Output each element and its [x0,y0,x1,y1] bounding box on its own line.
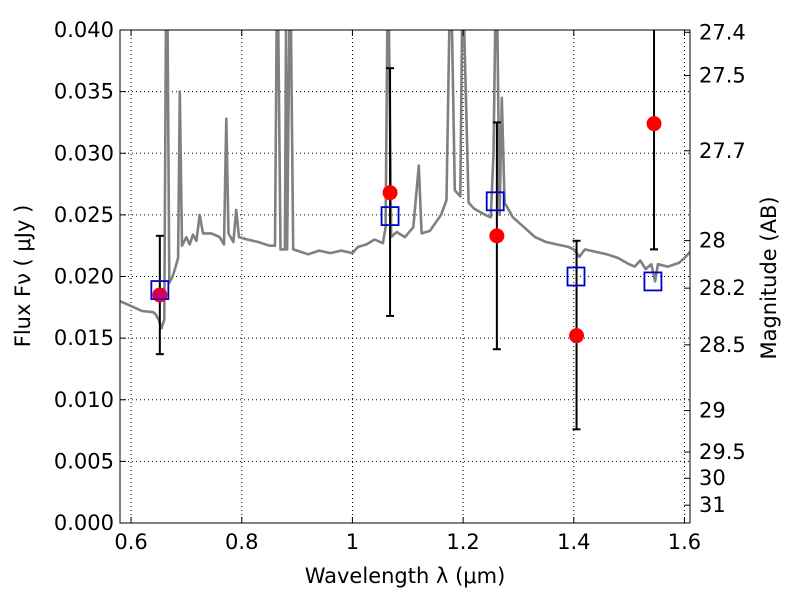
y2-tick-label: 30 [699,466,726,490]
axes: 0.6 0.8 1 1.2 1.4 1.6 0.000 0.005 0.010 0.015 0.02… [54,18,746,554]
y2-tick-label: 28 [699,229,726,253]
y-axis-title: Flux Fν ( μJy ) [11,205,35,348]
observed-point [382,185,398,201]
y-tick-label: 0.025 [54,203,114,227]
y-tick-label: 0.035 [54,80,114,104]
y2-tick-label: 29.5 [699,440,746,464]
y2-axis-title: Magnitude (AB) [757,196,781,359]
x-tick-label: 1.6 [668,530,701,554]
model-spectrum-line [120,30,690,330]
y2-tick-label: 29 [699,399,726,423]
model-band-square [485,191,505,212]
x-tick-label: 0.6 [114,530,147,554]
x-tick-label: 1.4 [557,530,590,554]
y-tick-label: 0.040 [54,18,114,42]
y-tick-label: 0.015 [54,326,114,350]
model-band-square [566,266,586,287]
y-tick-label: 0.030 [54,141,114,165]
y2-tick-label: 27.7 [699,139,746,163]
model-band-square [380,206,400,227]
marker-layer [150,30,663,431]
y-tick-label: 0.020 [54,265,114,289]
y2-tick-label: 31 [699,493,726,517]
x-tick-label: 1 [346,530,359,554]
x-axis-title: Wavelength λ (μm) [305,564,506,588]
observed-point [489,228,505,244]
y2-tick-label: 27.4 [699,20,746,44]
y2-tick-label: 28.5 [699,333,746,357]
observed-point [569,328,585,344]
x-tick-label: 0.8 [225,530,258,554]
model-band-square [643,271,663,292]
y-tick-label: 0.000 [54,511,114,535]
x-tick-label: 1.2 [446,530,479,554]
overlap-marker [153,288,167,302]
y-tick-label: 0.005 [54,449,114,473]
y2-tick-label: 27.5 [699,63,746,87]
y2-tick-label: 28.2 [699,276,746,300]
data-layer [120,30,690,330]
observed-point [646,116,662,132]
y-tick-label: 0.010 [54,388,114,412]
